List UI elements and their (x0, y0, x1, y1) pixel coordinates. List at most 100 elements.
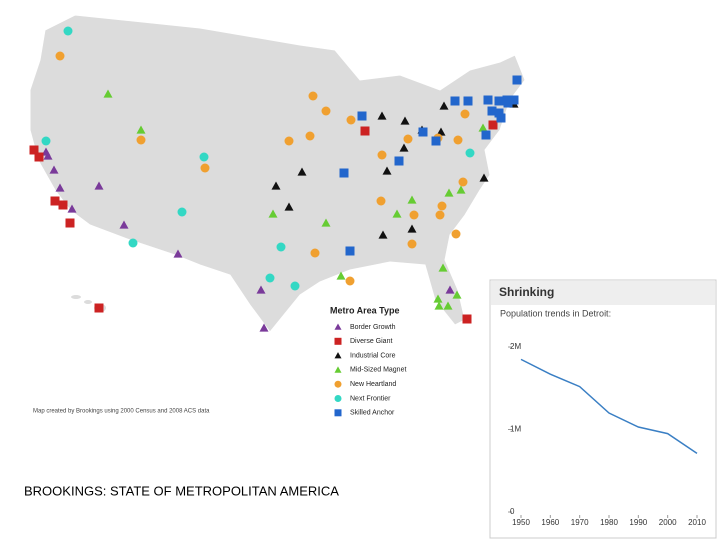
metro-marker (407, 224, 417, 233)
metro-marker (463, 96, 473, 106)
legend-symbol (334, 380, 342, 388)
legend-label: Diverse Giant (350, 338, 392, 345)
legend-symbol (334, 409, 342, 417)
metro-marker (136, 125, 146, 134)
metro-marker (438, 263, 448, 272)
x-tick-label: 1960 (541, 518, 559, 527)
metro-marker (409, 210, 419, 220)
metro-marker (382, 166, 392, 175)
metro-marker (512, 75, 522, 85)
chart-title: Shrinking (499, 285, 554, 299)
legend: Border Growth Diverse Giant Industrial Cor… (334, 323, 406, 417)
metro-marker (458, 177, 468, 187)
metro-marker (407, 195, 417, 204)
metro-marker (265, 273, 275, 283)
metro-marker (308, 91, 318, 101)
metro-marker (378, 230, 388, 239)
metro-marker (284, 136, 294, 146)
y-tick-label: 2M (510, 342, 521, 351)
x-tick-label: 2000 (659, 518, 677, 527)
legend-label: Mid-Sized Magnet (350, 367, 406, 374)
us-map (29, 14, 526, 333)
metro-marker (360, 126, 370, 136)
metro-marker (55, 183, 65, 192)
metro-marker (450, 96, 460, 106)
metro-marker (494, 108, 504, 118)
metro-marker (394, 156, 404, 166)
legend-label: Industrial Core (350, 352, 396, 359)
metro-marker (376, 196, 386, 206)
metro-marker (465, 148, 475, 158)
metro-marker (403, 134, 413, 144)
metro-marker (346, 115, 356, 125)
legend-symbol (334, 337, 342, 345)
metro-marker (321, 106, 331, 116)
metro-marker (345, 276, 355, 286)
metro-marker (49, 165, 59, 174)
caption: BROOKINGS: STATE OF METROPOLITAN AMERICA (24, 483, 339, 498)
metro-marker (284, 202, 294, 211)
metro-marker (173, 249, 183, 258)
metro-marker (377, 111, 387, 120)
metro-marker (345, 246, 355, 256)
metro-marker (444, 188, 454, 197)
metro-marker (268, 209, 278, 218)
metro-marker (451, 229, 461, 239)
metro-marker (407, 239, 417, 249)
metro-marker (453, 135, 463, 145)
x-tick-label: 1990 (629, 518, 647, 527)
legend-label: New Heartland (350, 381, 396, 388)
metro-marker (377, 150, 387, 160)
y-tick-label: 1M (510, 425, 521, 434)
legend-label: Next Frontier (350, 395, 391, 402)
metro-marker (483, 95, 493, 105)
metro-marker (433, 294, 443, 303)
metro-marker (34, 152, 44, 162)
metro-marker (445, 285, 455, 294)
metro-markers (29, 26, 522, 332)
metro-marker (65, 218, 75, 228)
legend-symbol (334, 366, 342, 373)
metro-marker (479, 173, 489, 182)
metro-marker (94, 303, 104, 313)
metro-marker (136, 135, 146, 145)
metro-marker (259, 323, 269, 332)
metro-marker (103, 89, 113, 98)
metro-marker (400, 116, 410, 125)
metro-marker (509, 95, 519, 105)
metro-marker (435, 210, 445, 220)
metro-marker (297, 167, 307, 176)
metro-marker (177, 207, 187, 217)
metro-marker (443, 301, 453, 310)
metro-marker (290, 281, 300, 291)
metro-marker (431, 136, 441, 146)
metro-marker (478, 123, 488, 132)
legend-label: Skilled Anchor (350, 410, 395, 417)
legend-symbol (334, 395, 342, 402)
chart-subtitle: Population trends in Detroit: (500, 308, 611, 318)
source-note: Map created by Brookings using 2000 Cens… (33, 409, 210, 415)
metro-marker (487, 106, 497, 116)
metro-marker (310, 248, 320, 258)
metro-marker (321, 218, 331, 227)
metro-marker (119, 220, 129, 229)
metro-marker (200, 163, 210, 173)
metro-marker (43, 151, 53, 160)
y-tick-label: 0 (510, 507, 515, 516)
metro-marker (63, 26, 73, 36)
metro-marker (439, 101, 449, 110)
metro-marker (481, 130, 491, 140)
metro-marker (399, 143, 409, 152)
metro-marker (452, 290, 462, 299)
metro-marker (128, 238, 138, 248)
metro-marker (50, 196, 60, 206)
metro-marker (392, 209, 402, 218)
x-tick-label: 1950 (512, 518, 530, 527)
metro-marker (462, 314, 472, 324)
metro-marker (94, 181, 104, 190)
metro-marker (494, 96, 504, 106)
inset-panel (489, 279, 717, 539)
metro-marker (418, 127, 428, 137)
metro-marker (460, 109, 470, 119)
